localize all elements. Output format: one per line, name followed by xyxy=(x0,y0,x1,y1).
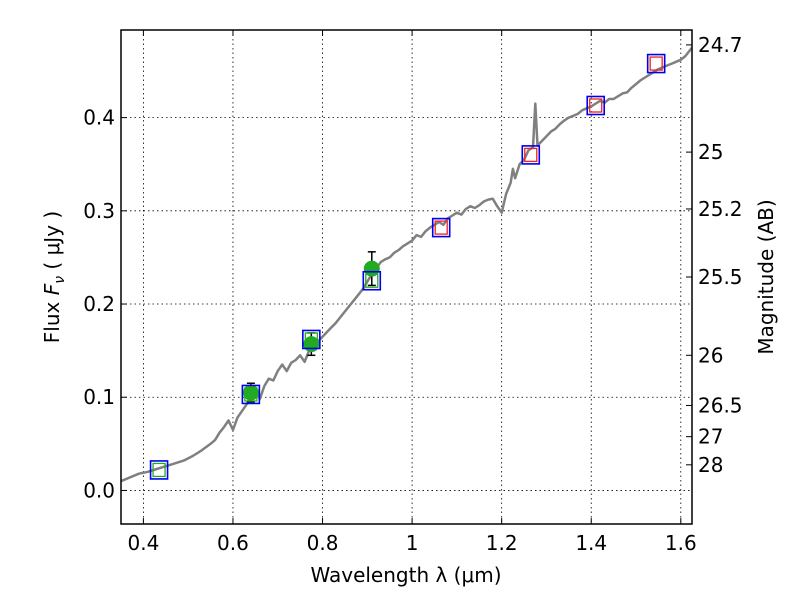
x-axis-title: Wavelength λ (μm) xyxy=(310,563,501,587)
markers xyxy=(149,53,666,480)
inner-square-5 xyxy=(524,147,538,163)
x-tick-label-4: 1.2 xyxy=(486,531,518,555)
model-square-7 xyxy=(646,53,666,74)
x-tick-label-0: 0.4 xyxy=(127,531,159,555)
model-square-4 xyxy=(431,217,451,238)
inner-square-1 xyxy=(244,387,258,402)
inner-square-3 xyxy=(365,273,379,288)
spectrum-line xyxy=(121,46,692,483)
inner-square-2 xyxy=(304,332,318,347)
model-square-6 xyxy=(586,95,606,116)
measured-point-2 xyxy=(363,260,380,277)
axis-ticks: 0.4 0.6 0.8 1 1.2 1.4 1.6 0.0 0.1 0.2 0.3 0.4 28 27 26… xyxy=(83,30,743,555)
plot-frame xyxy=(120,29,693,525)
y2-tick-label-1: 27 xyxy=(698,425,723,449)
inner-square-0 xyxy=(152,462,166,478)
y2-tick-label-2: 26.5 xyxy=(698,393,743,417)
inner-square-6 xyxy=(589,98,603,113)
grid-lines xyxy=(121,30,692,524)
x-tick-label-6: 1.6 xyxy=(665,531,697,555)
y-tick-label-4: 0.4 xyxy=(83,106,115,130)
y-tick-label-2: 0.2 xyxy=(83,292,115,316)
spectrum-series xyxy=(121,46,692,483)
y-tick-label-1: 0.1 xyxy=(83,385,115,409)
y2-tick-label-5: 25.2 xyxy=(698,197,743,221)
model-square-3 xyxy=(362,270,382,291)
x-tick-label-1: 0.6 xyxy=(217,531,249,555)
model-square-0 xyxy=(149,460,169,480)
y-axis-title: Flux Fν ( μJy ) xyxy=(40,211,68,343)
x-tick-label-5: 1.4 xyxy=(575,531,607,555)
y2-tick-label-7: 24.7 xyxy=(698,33,743,57)
y2-axis-title: Magnitude (AB) xyxy=(754,199,778,354)
model-square-2 xyxy=(302,329,321,350)
error-bars xyxy=(246,251,376,403)
y2-tick-label-3: 26 xyxy=(698,343,723,367)
x-tick-label-3: 1 xyxy=(406,531,419,555)
model-square-1 xyxy=(241,384,261,405)
y-tick-label-0: 0.0 xyxy=(83,478,115,502)
y2-tick-label-6: 25 xyxy=(698,140,723,164)
x-tick-label-2: 0.8 xyxy=(307,531,339,555)
y2-tick-label-4: 25.5 xyxy=(698,265,743,289)
y-tick-label-3: 0.3 xyxy=(83,199,115,223)
inner-square-4 xyxy=(434,220,448,235)
y2-tick-label-0: 28 xyxy=(698,453,723,477)
model-square-5 xyxy=(521,145,541,165)
inner-square-7 xyxy=(649,56,663,71)
